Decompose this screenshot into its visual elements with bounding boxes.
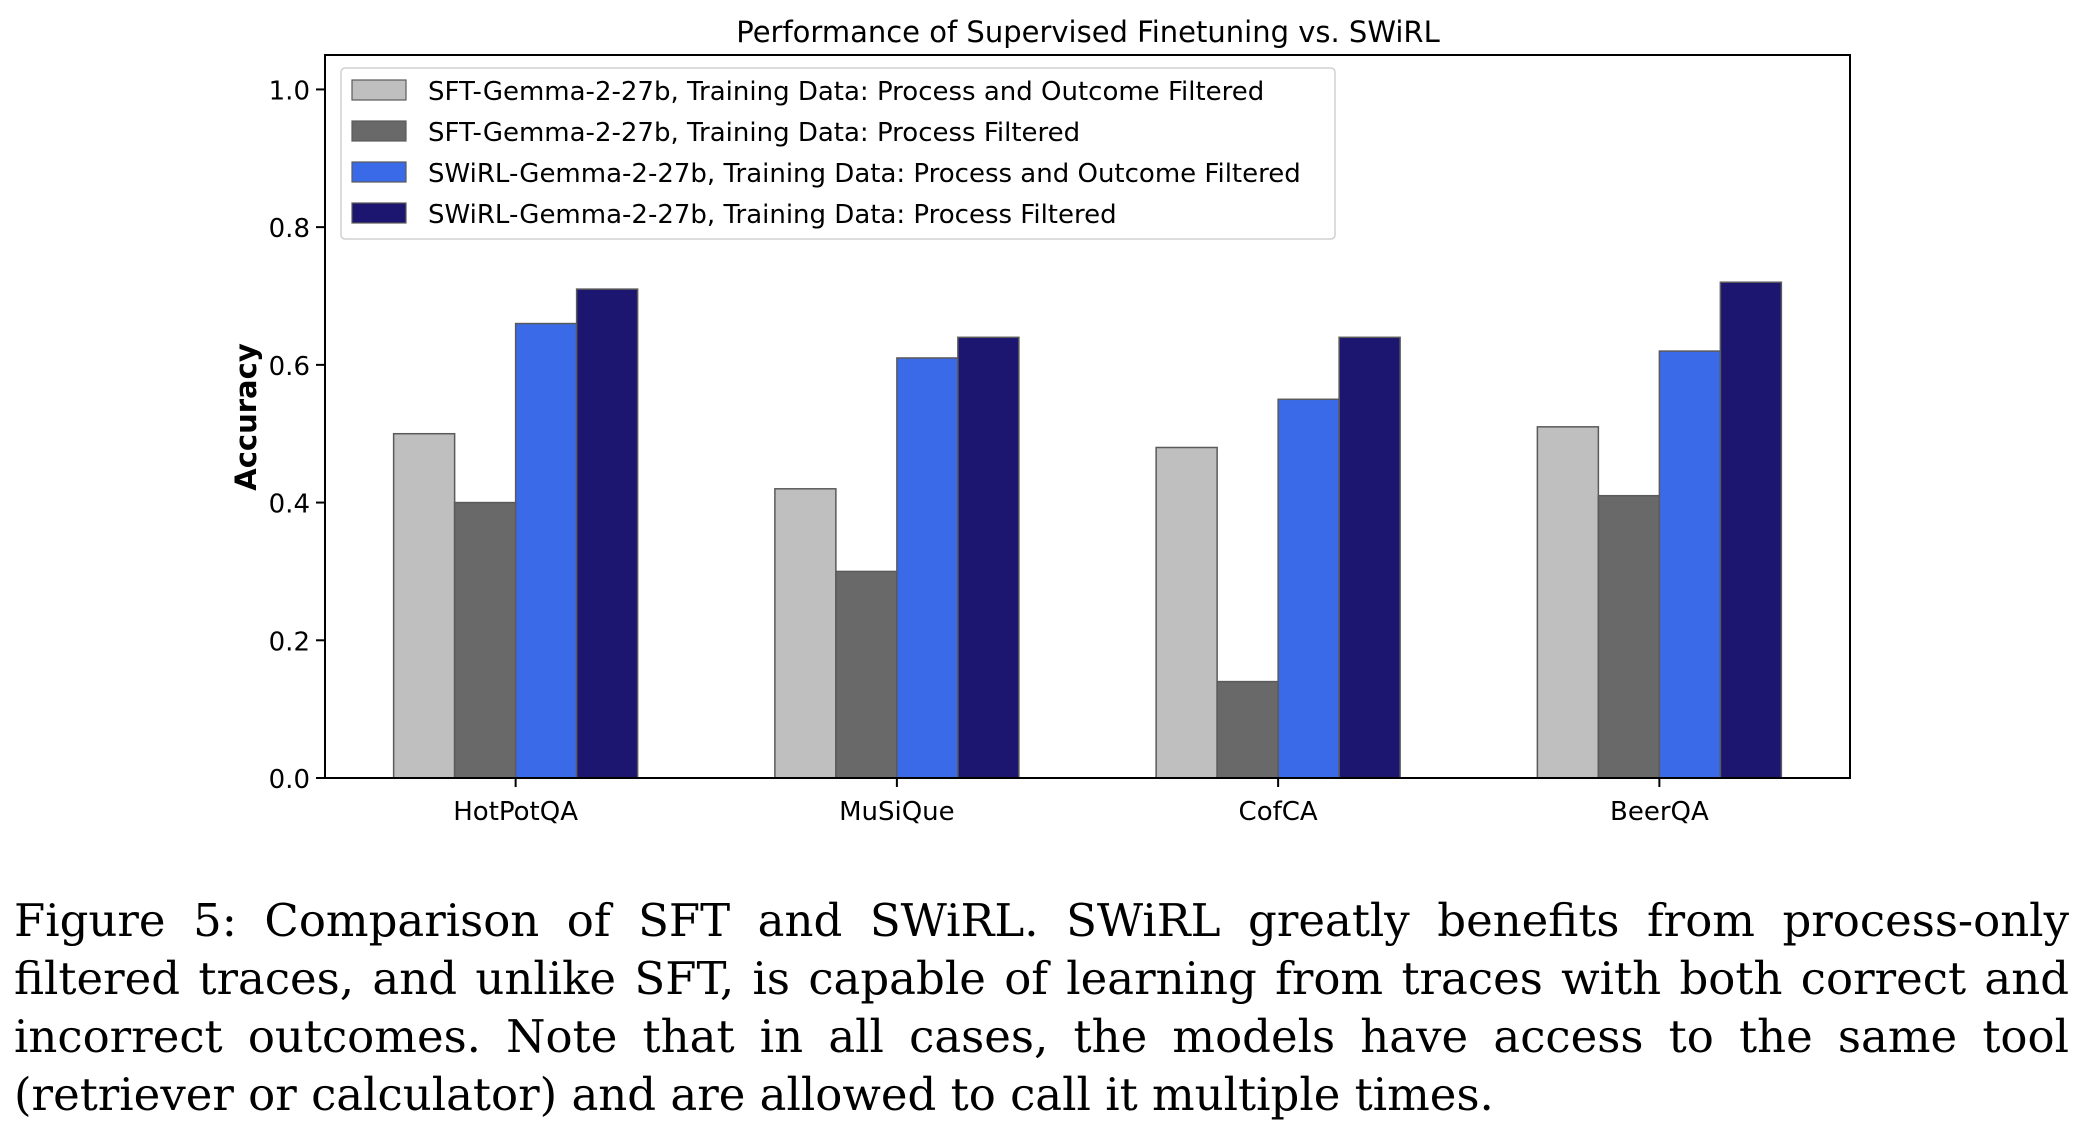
y-tick-label: 0.4 xyxy=(269,490,310,520)
legend-label-1: SFT-Gemma-2-27b, Training Data: Process … xyxy=(428,77,1264,107)
y-tick-label: 0.8 xyxy=(269,214,310,244)
bar-cofca-series-4 xyxy=(1338,336,1401,779)
bar-musique-series-1 xyxy=(774,488,837,779)
figure-caption: Figure 5: Comparison of SFT and SWiRL. S… xyxy=(14,894,2069,1121)
y-tick-label: 0.2 xyxy=(269,627,310,657)
bar-chart: Performance of Supervised Finetuning vs.… xyxy=(229,15,1851,827)
bar-cofca-series-2 xyxy=(1216,680,1279,779)
bar-hotpotqa-series-4 xyxy=(575,288,639,779)
legend-label-4: SWiRL-Gemma-2-27b, Training Data: Proces… xyxy=(428,200,1117,230)
legend: SFT-Gemma-2-27b, Training Data: Process … xyxy=(340,67,1336,240)
bar-beerqa-series-4 xyxy=(1719,281,1783,779)
bar-cofca-series-1 xyxy=(1155,446,1218,779)
legend-label-3: SWiRL-Gemma-2-27b, Training Data: Proces… xyxy=(428,159,1301,189)
x-axis: HotPotQA MuSiQue CofCA BeerQA xyxy=(453,778,1709,827)
bar-musique-series-3 xyxy=(896,357,959,779)
x-tick-label-cofca: CofCA xyxy=(1239,797,1318,827)
x-tick-label-musique: MuSiQue xyxy=(839,797,955,827)
legend-box xyxy=(340,67,1336,240)
x-tick-label-hotpotqa: HotPotQA xyxy=(453,797,578,827)
bar-musique-series-2 xyxy=(835,570,898,779)
plot-frame xyxy=(324,54,1851,779)
legend-swatch-1 xyxy=(351,79,407,101)
bar-beerqa-series-1 xyxy=(1536,426,1600,779)
bar-series-group xyxy=(392,281,1783,779)
y-tick-label: 0.6 xyxy=(269,352,310,382)
bar-hotpotqa-series-2 xyxy=(453,501,517,779)
bar-hotpotqa-series-1 xyxy=(392,432,456,779)
bar-hotpotqa-series-3 xyxy=(514,322,578,779)
legend-label-2: SFT-Gemma-2-27b, Training Data: Process … xyxy=(428,118,1080,148)
bar-beerqa-series-3 xyxy=(1658,350,1722,779)
y-axis-label: Accuracy xyxy=(229,343,263,491)
y-tick-label: 1.0 xyxy=(269,76,310,106)
legend-swatch-4 xyxy=(351,202,407,224)
bar-musique-series-4 xyxy=(957,336,1020,779)
bar-cofca-series-3 xyxy=(1277,398,1340,779)
y-axis: 0.0 0.2 0.4 0.6 0.8 1.0 xyxy=(269,76,325,795)
chart-title: Performance of Supervised Finetuning vs.… xyxy=(736,15,1439,49)
bar-beerqa-series-2 xyxy=(1597,494,1661,779)
y-tick-label: 0.0 xyxy=(269,765,310,795)
x-tick-label-beerqa: BeerQA xyxy=(1610,797,1709,827)
legend-swatch-3 xyxy=(351,161,407,183)
legend-swatch-2 xyxy=(351,120,407,142)
